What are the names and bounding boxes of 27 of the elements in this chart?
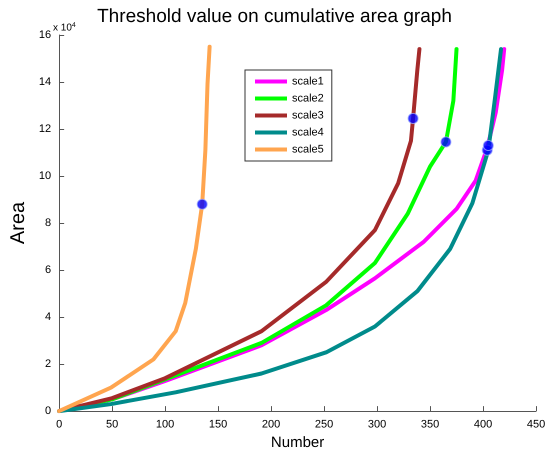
y-tick-label: 2 <box>45 358 52 370</box>
x-tick-label: 250 <box>314 418 334 431</box>
x-tick-label: 400 <box>474 418 492 431</box>
y-tick-label: 10 <box>38 170 52 182</box>
x-axis-title: Number <box>270 434 324 451</box>
x-tick-label: 100 <box>156 418 174 431</box>
chart-title: Threshold value on cumulative area graph <box>97 6 452 27</box>
y-tick-label: 6 <box>45 264 52 276</box>
x-tick-label: 300 <box>368 418 386 431</box>
y-tick-label: 4 <box>45 311 52 324</box>
x-tick-label: 200 <box>262 418 280 431</box>
y-tick-label: 8 <box>45 217 52 230</box>
y-tick-label: 0 <box>45 405 52 418</box>
x-tick-label: 150 <box>208 418 228 431</box>
legend-label: scale4 <box>292 126 324 138</box>
y-tick-label: 12 <box>38 123 52 136</box>
y-tick-label: 14 <box>38 76 52 88</box>
x-tick-label: 0 <box>56 418 62 431</box>
y-axis-title: Area <box>7 201 29 244</box>
x-tick-label: 350 <box>420 418 440 431</box>
x-tick-label: 450 <box>526 418 546 431</box>
legend-label: scale2 <box>292 92 324 104</box>
legend-label: scale1 <box>292 76 324 88</box>
x-tick-label: 50 <box>106 418 118 431</box>
y-tick-label: 16 <box>38 29 52 41</box>
legend-label: scale5 <box>292 144 324 156</box>
legend-label: scale3 <box>292 110 324 122</box>
